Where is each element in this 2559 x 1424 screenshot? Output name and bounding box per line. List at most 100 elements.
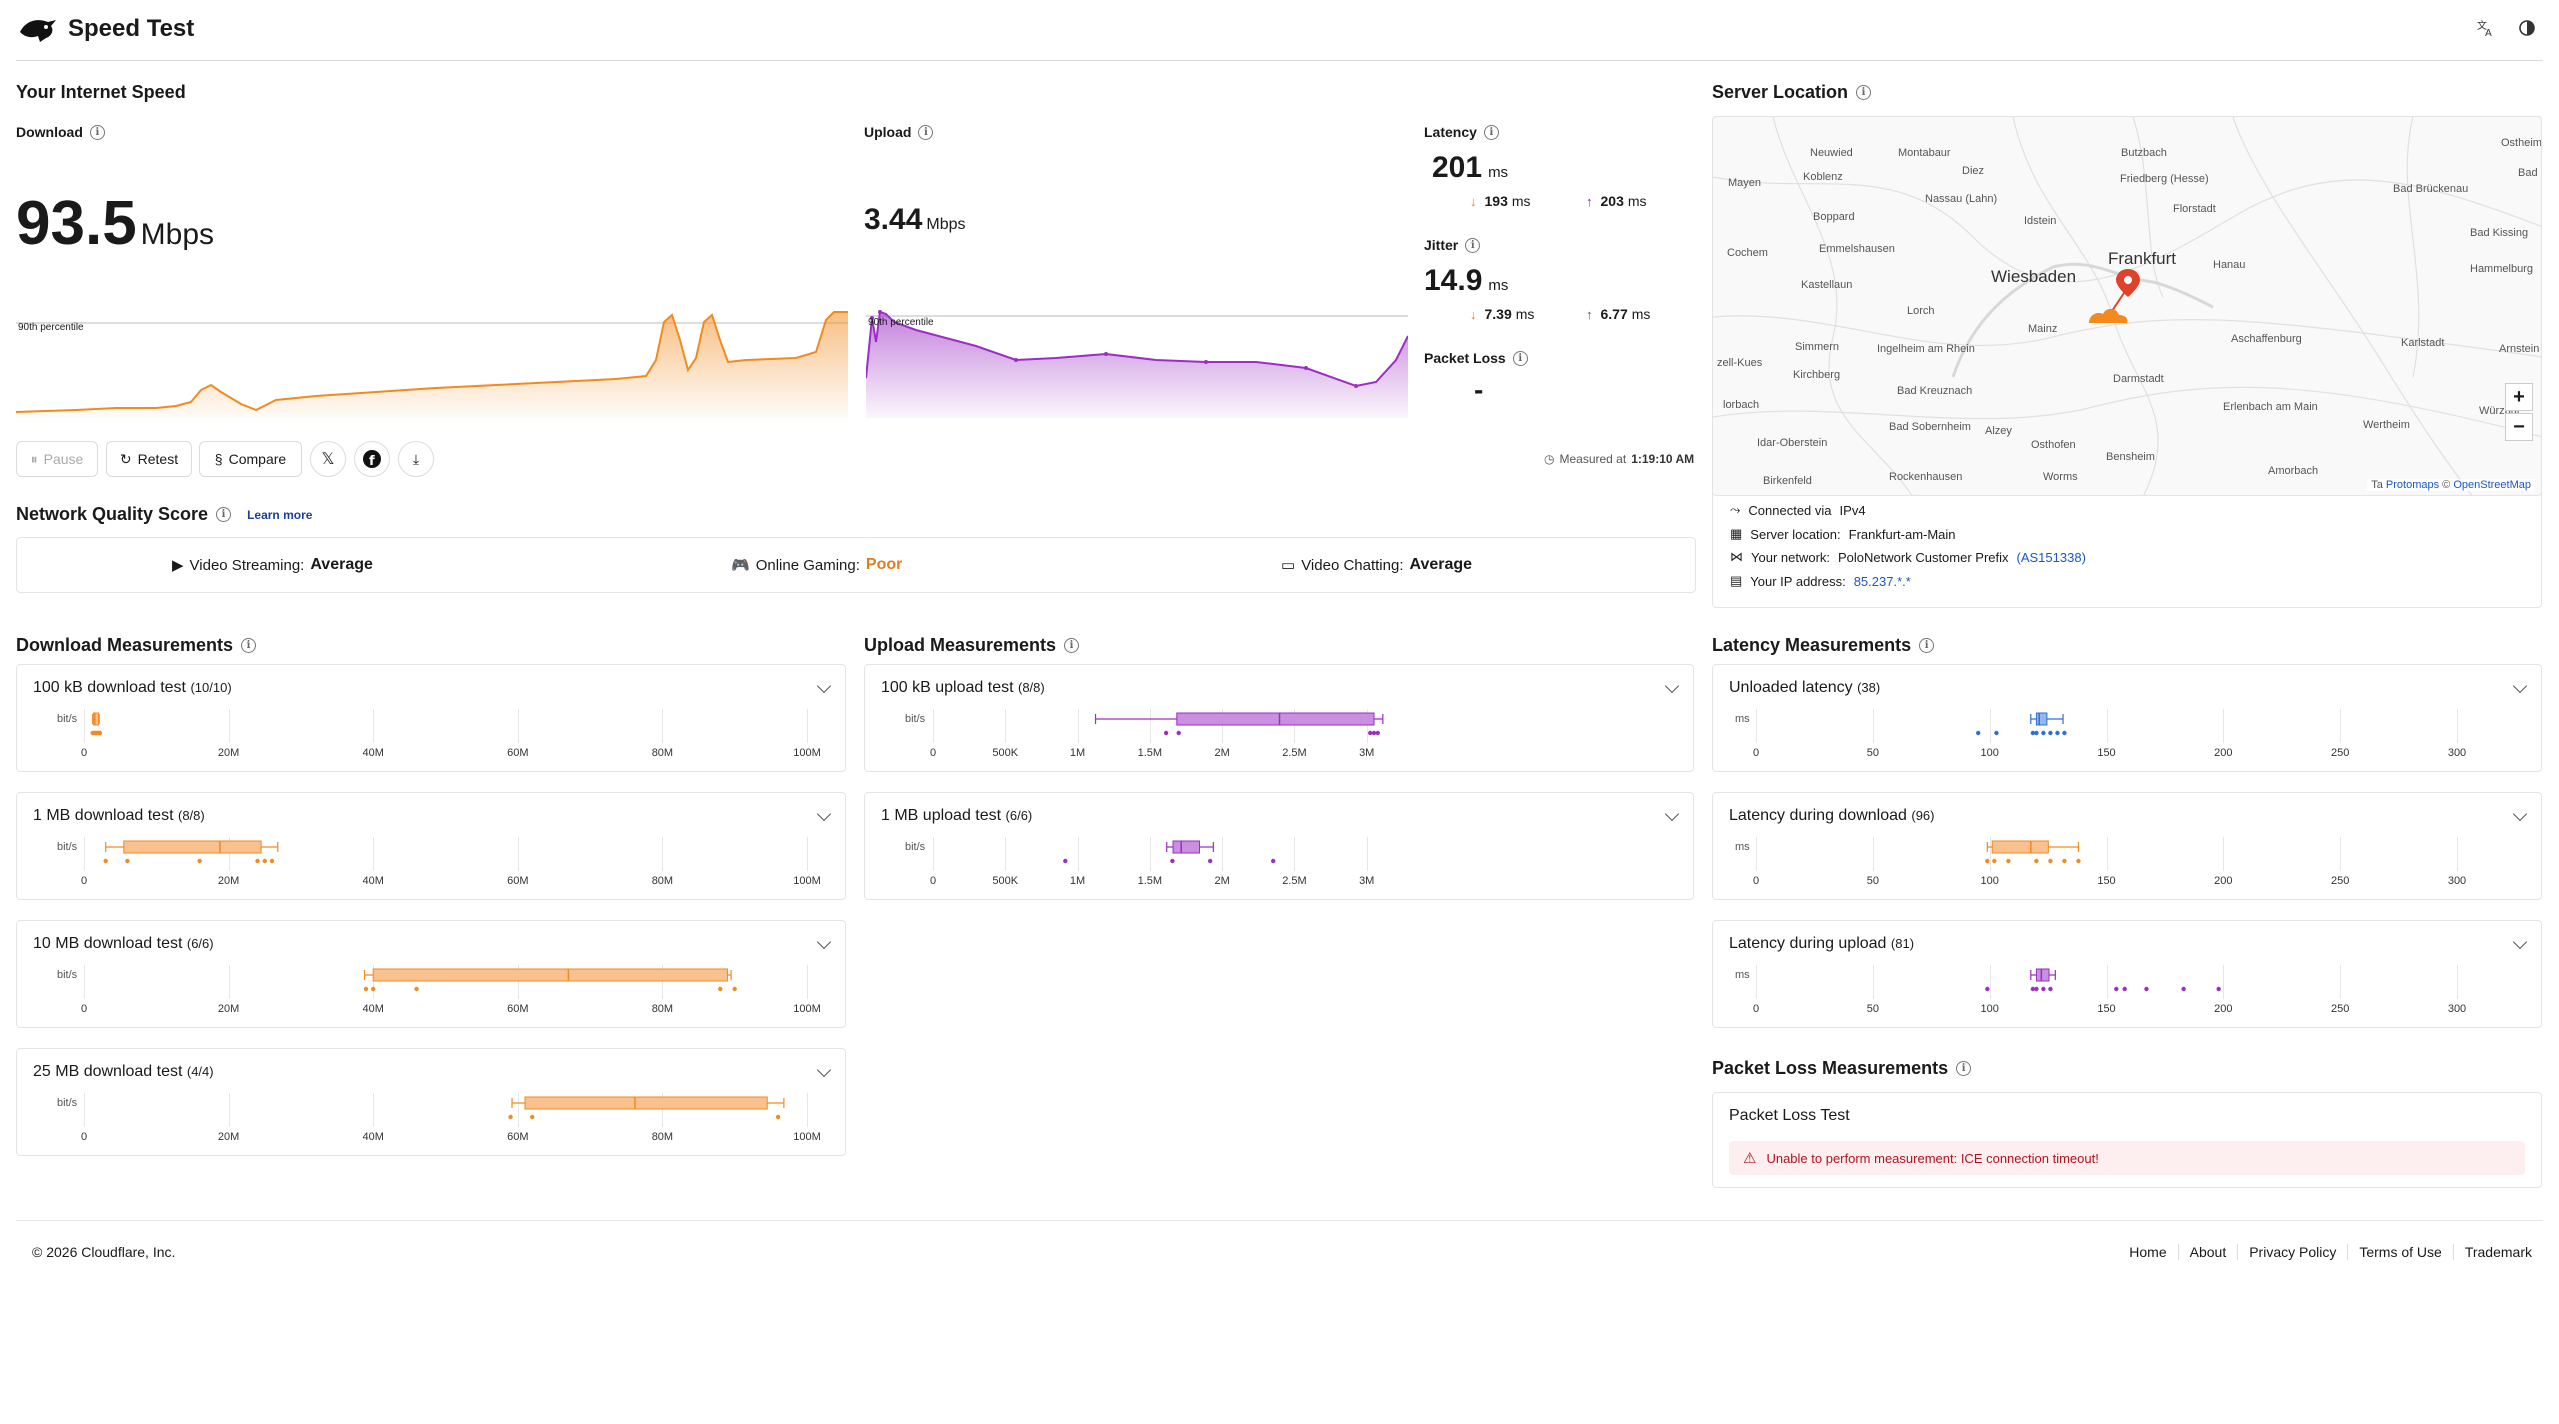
- axis-tick-label: 150: [2097, 875, 2116, 887]
- protomaps-link[interactable]: Protomaps: [2385, 479, 2440, 491]
- axis-tick-label: 250: [2330, 747, 2350, 759]
- data-point: [363, 986, 369, 992]
- server-marker: [2089, 269, 2140, 323]
- test-count: (81): [1890, 936, 1915, 951]
- grid-line: [84, 709, 85, 743]
- axis-tick-label: 2.5M: [1282, 875, 1307, 887]
- openstreetmap-link[interactable]: OpenStreetMap: [2453, 479, 2531, 491]
- data-point: [2041, 730, 2046, 736]
- info-icon[interactable]: i: [1465, 237, 1481, 253]
- chevron-down-icon[interactable]: [1664, 678, 1680, 694]
- map-label: Erlenbach am Main: [2223, 401, 2318, 413]
- grid-line: [1872, 965, 1874, 999]
- box: [524, 1096, 768, 1110]
- info-icon[interactable]: i: [1483, 124, 1499, 140]
- pause-button[interactable]: ⏸ Pause: [16, 441, 98, 477]
- arrow-down-icon: ↓: [1470, 307, 1477, 322]
- grid-line: [1756, 709, 1757, 743]
- asn-link[interactable]: (AS151338): [2016, 549, 2086, 565]
- data-point: [2144, 986, 2149, 992]
- axis-tick-label: 0: [80, 747, 88, 759]
- footer-link-home[interactable]: Home: [2129, 1244, 2167, 1260]
- upload-test-card[interactable]: 1 MB upload test (6/6) bit/s 0 500K 1M 1.5M 2M…: [864, 792, 1694, 900]
- grid-line: [1077, 709, 1079, 743]
- retest-button[interactable]: ↻ Retest: [106, 441, 192, 477]
- chevron-down-icon[interactable]: [816, 806, 832, 822]
- footer-link-terms[interactable]: Terms of Use: [2347, 1244, 2452, 1260]
- download-test-card[interactable]: 10 MB download test (6/6) bit/s 0 20M 40M 60M…: [16, 920, 846, 1028]
- measured-at: ◷ Measured at 1:19:10 AM: [1544, 452, 1695, 466]
- latency-test-card[interactable]: Latency during download (96) ms 0 50 100 150 2…: [1712, 792, 2542, 900]
- latency-test-card[interactable]: Unloaded latency (38) ms 0 50 100 150 200 250 30…: [1712, 664, 2542, 772]
- data-point: [1994, 730, 1999, 736]
- info-icon[interactable]: i: [1512, 350, 1528, 366]
- axis-tick-label: 100M: [793, 1003, 821, 1015]
- grid-line: [662, 837, 664, 871]
- latency-down-stat: ↓ 193 ms: [1470, 193, 1531, 209]
- speed-test-logo-icon: [20, 20, 56, 42]
- grid-line: [1756, 965, 1757, 999]
- axis-tick-label: 40M: [362, 747, 384, 759]
- info-icon[interactable]: i: [89, 124, 105, 140]
- upload-test-title: 100 kB upload test (8/8): [881, 679, 1045, 697]
- packet-loss-error: ⚠ Unable to perform measurement: ICE conn…: [1729, 1141, 2525, 1175]
- info-icon[interactable]: i: [1064, 638, 1080, 653]
- compare-button[interactable]: § Compare: [199, 441, 302, 477]
- info-icon[interactable]: i: [1956, 1061, 1972, 1076]
- axis-tick-label: 250: [2330, 875, 2350, 887]
- map-label: Neuwied: [1810, 147, 1853, 159]
- chevron-down-icon[interactable]: [816, 1062, 832, 1078]
- footer-link-about[interactable]: About: [2177, 1244, 2238, 1260]
- compare-icon: §: [214, 451, 223, 467]
- learn-more-link[interactable]: Learn more: [247, 507, 313, 522]
- footer-link-privacy[interactable]: Privacy Policy: [2237, 1244, 2347, 1260]
- grid-line: [807, 709, 808, 743]
- data-point: [2114, 986, 2119, 992]
- axis-tick-label: 60M: [507, 1003, 529, 1015]
- chevron-down-icon[interactable]: [2512, 934, 2528, 950]
- share-facebook-button[interactable]: f: [354, 441, 390, 477]
- info-icon[interactable]: i: [1856, 85, 1872, 100]
- data-point: [2122, 986, 2127, 992]
- latency-up-stat: ↑ 203 ms: [1586, 193, 1647, 209]
- server-location-map[interactable]: Neuwied Montabaur Butzbach Ostheim Mayen…: [1712, 116, 2542, 496]
- map-label: Kirchberg: [1793, 369, 1841, 381]
- chevron-down-icon[interactable]: [816, 934, 832, 950]
- map-label: Worms: [2043, 471, 2078, 483]
- theme-toggle-icon[interactable]: [2517, 18, 2539, 40]
- map-label: Wertheim: [2363, 419, 2410, 431]
- chevron-down-icon[interactable]: [2512, 678, 2528, 694]
- axis-unit-label: bit/s: [905, 713, 926, 725]
- data-point: [2048, 986, 2053, 992]
- zoom-in-button[interactable]: +: [2505, 383, 2533, 411]
- test-name: 25 MB download test: [33, 1063, 183, 1080]
- axis-tick-label: 1M: [1069, 747, 1086, 759]
- map-label: Boppard: [1813, 211, 1855, 223]
- grid-line: [2223, 837, 2225, 871]
- share-x-button[interactable]: 𝕏: [310, 441, 346, 477]
- info-icon[interactable]: i: [1919, 638, 1935, 653]
- grid-line: [1366, 709, 1368, 743]
- footer-link-trademark[interactable]: Trademark: [2452, 1244, 2543, 1260]
- download-test-card[interactable]: 25 MB download test (4/4) bit/s 0 20M 40M 60M…: [16, 1048, 846, 1156]
- download-test-card[interactable]: 100 kB download test (10/10) bit/s 0 20M 40M…: [16, 664, 846, 772]
- address-card-icon: ▤: [1730, 573, 1743, 588]
- download-results-button[interactable]: ⤓: [398, 441, 434, 477]
- map-label: Darmstadt: [2113, 373, 2164, 385]
- download-test-card[interactable]: 1 MB download test (8/8) bit/s 0 20M 40M 60M 8…: [16, 792, 846, 900]
- axis-tick-label: 100: [1980, 747, 1999, 759]
- grid-line: [373, 1093, 375, 1127]
- chevron-down-icon[interactable]: [1664, 806, 1680, 822]
- map-label: Aschaffenburg: [2231, 333, 2302, 345]
- svg-text:文: 文: [2477, 19, 2487, 32]
- chevron-down-icon[interactable]: [816, 678, 832, 694]
- info-icon[interactable]: i: [918, 124, 934, 140]
- zoom-out-button[interactable]: −: [2505, 413, 2533, 441]
- grid-line: [1989, 965, 1991, 999]
- chevron-down-icon[interactable]: [2512, 806, 2528, 822]
- upload-test-card[interactable]: 100 kB upload test (8/8) bit/s 0 500K 1M 1.5M…: [864, 664, 1694, 772]
- latency-test-card[interactable]: Latency during upload (81) ms 0 50 100 150 200…: [1712, 920, 2542, 1028]
- info-icon[interactable]: i: [241, 638, 257, 653]
- info-icon[interactable]: i: [216, 507, 232, 522]
